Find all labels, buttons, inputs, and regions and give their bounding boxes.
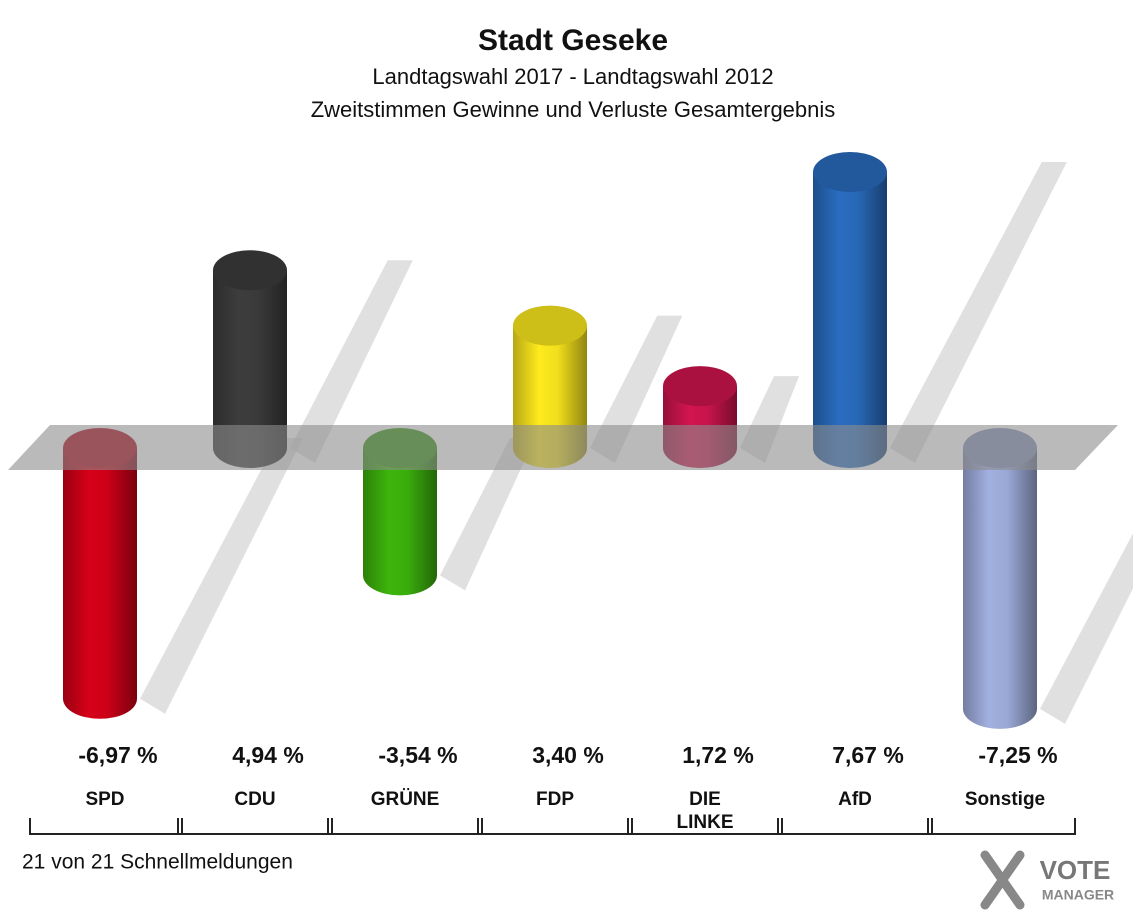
category-label: Sonstige: [964, 789, 1046, 810]
bar-cap: [513, 305, 587, 346]
category-label: AfD: [838, 789, 872, 810]
bar: [63, 448, 137, 699]
bar-cap: [663, 366, 737, 407]
logo-text: VOTE: [1040, 855, 1111, 885]
bar: [213, 270, 287, 448]
value-label: -7,25 %: [978, 742, 1057, 768]
bar-cap: [213, 250, 287, 291]
category-label: DIE LINKE: [676, 789, 734, 833]
chart-subtitle: Landtagswahl 2017 - Landtagswahl 2012: [372, 64, 773, 89]
bar: [963, 448, 1037, 709]
value-label: 3,40 %: [532, 742, 604, 768]
brackets: [29, 818, 1076, 835]
bar-cap: [813, 152, 887, 192]
value-label: 4,94 %: [232, 742, 304, 768]
chart-subtitle: Zweitstimmen Gewinne und Verluste Gesamt…: [311, 97, 836, 122]
logo-text: MANAGER: [1042, 887, 1114, 903]
bar-shadow: [440, 438, 536, 591]
value-label: -3,54 %: [378, 742, 457, 768]
footer: 21 von 21 Schnellmeldungen: [22, 851, 293, 874]
value-label: 1,72 %: [682, 742, 754, 768]
bar-shadow: [890, 162, 1067, 463]
category-label: SPD: [85, 789, 125, 810]
bar-shadow: [140, 438, 303, 714]
bar-shadow: [290, 260, 413, 463]
logo: VOTE MANAGER: [980, 850, 1114, 910]
baseline-band: [8, 425, 1118, 470]
category-label: CDU: [234, 789, 276, 810]
category-label: FDP: [536, 789, 574, 810]
category-label: GRÜNE: [370, 789, 440, 810]
bar: [813, 172, 887, 448]
value-label: -6,97 %: [78, 742, 157, 768]
chart-title: Stadt Geseke: [478, 24, 668, 57]
value-label: 7,67 %: [832, 742, 904, 768]
bar-shadow: [1040, 533, 1133, 724]
